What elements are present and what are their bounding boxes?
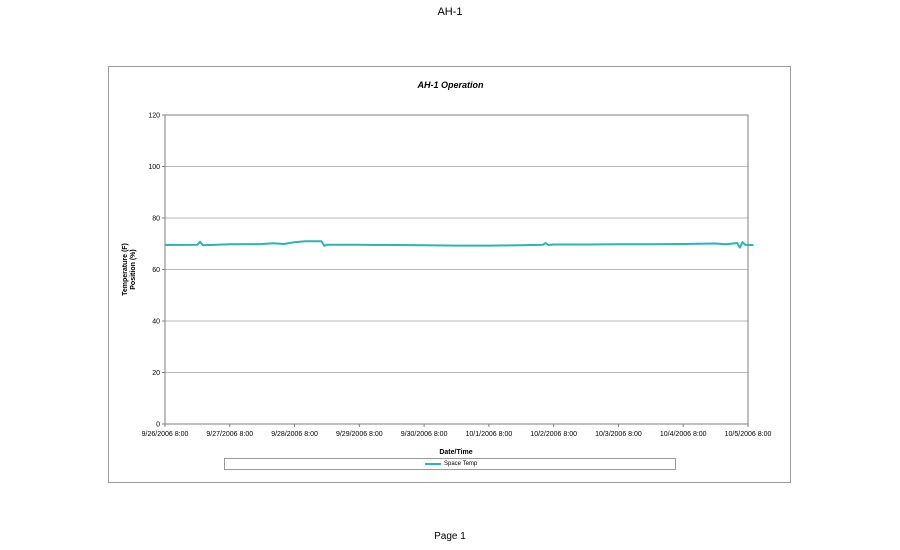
- x-tick-label: 9/29/2006 8:00: [336, 431, 383, 438]
- x-tick-label: 9/27/2006 8:00: [206, 431, 253, 438]
- page-footer: Page 1: [434, 531, 466, 542]
- y-tick-label: 100: [148, 164, 160, 171]
- series-line-space-temp: [164, 240, 754, 249]
- y-tick-label: 60: [152, 267, 160, 274]
- x-tick-label: 10/4/2006 8:00: [660, 431, 707, 438]
- x-tick-label: 9/26/2006 8:00: [142, 431, 189, 438]
- y-axis-label: Temperature (F) Position (%): [122, 243, 137, 296]
- y-axis-label-line: Temperature (F): [122, 243, 129, 296]
- x-tick-label: 10/2/2006 8:00: [530, 431, 577, 438]
- chart-title: AH-1 Operation: [416, 80, 484, 90]
- legend-item-space-temp: Space Temp: [425, 459, 477, 469]
- chart-frame: AH-1 Operation 0 20 40 60 80 100 120 9/26/2006 …: [108, 66, 791, 483]
- y-tick-label: 20: [152, 370, 160, 377]
- x-tick-label: 10/3/2006 8:00: [595, 431, 642, 438]
- y-tick-label: 120: [148, 113, 160, 120]
- x-tick-label: 9/30/2006 8:00: [401, 431, 448, 438]
- legend-label: Space Temp: [444, 461, 478, 467]
- legend: Space Temp: [224, 458, 676, 470]
- legend-swatch: [425, 463, 441, 465]
- x-tick-label: 10/5/2006 8:00: [725, 431, 772, 438]
- y-tick-label: 80: [152, 216, 160, 223]
- x-tick-label: 9/28/2006 8:00: [271, 431, 318, 438]
- axis-layer: 0 20 40 60 80 100 120 9/26/2006 8:00 9/27/2006 8…: [142, 113, 772, 439]
- page-header: AH-1: [437, 6, 463, 18]
- y-axis-label-line: Position (%): [130, 249, 137, 289]
- y-tick-label: 0: [156, 422, 160, 429]
- grid-layer: [165, 166, 748, 373]
- chart-svg: AH-1 Operation 0 20 40 60 80 100 120 9/26/2006 …: [122, 80, 772, 456]
- x-axis-label: Date/Time: [439, 449, 472, 456]
- series-layer: [164, 240, 754, 249]
- x-tick-label: 10/1/2006 8:00: [466, 431, 513, 438]
- y-tick-label: 40: [152, 319, 160, 326]
